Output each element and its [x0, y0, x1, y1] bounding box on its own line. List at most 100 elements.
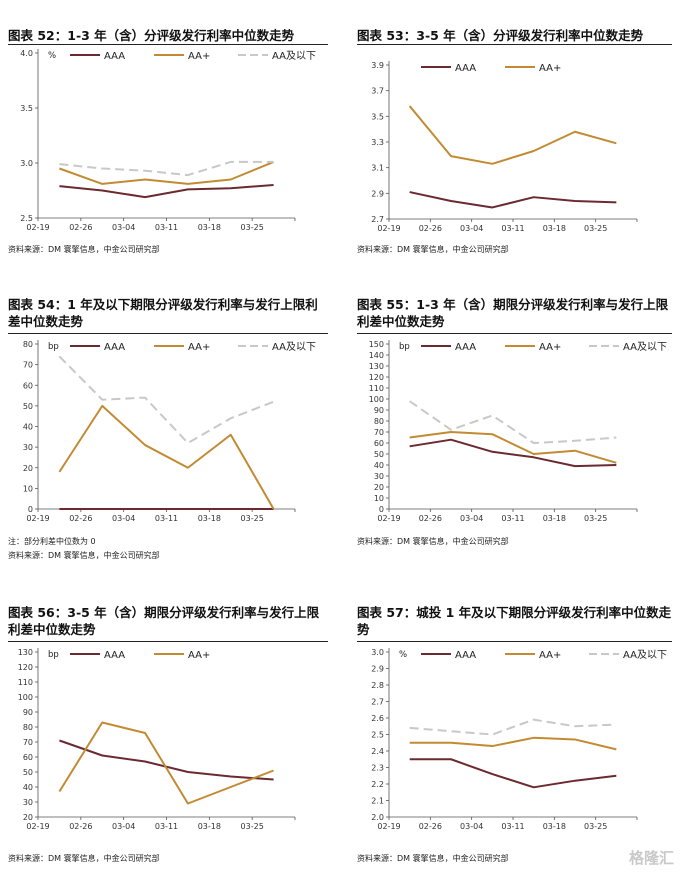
y-tick-label: 4.0 [20, 49, 33, 58]
chart-title: 图表 54：1 年及以下期限分评级发行利率与发行上限利差中位数走势 [8, 297, 318, 329]
x-tick-label: 03-04 [112, 514, 135, 523]
series-line-aaa [59, 739, 274, 781]
chart-title: 图表 55：1-3 年（含）期限分评级发行利率与发行上限利差中位数走势 [357, 297, 669, 329]
title-rule [8, 641, 328, 642]
legend-label: AA+ [188, 51, 210, 62]
legend-label: AA+ [539, 63, 561, 74]
y-tick-label: 3.3 [371, 138, 384, 147]
chart-title: 图表 56：3-5 年（含）期限分评级发行利率与发行上限利差中位数走势 [8, 605, 320, 637]
y-tick-label: 10 [374, 494, 384, 503]
y-tick-label: 150 [369, 340, 384, 349]
x-tick-label: 02-26 [69, 822, 92, 831]
legend-label: AA及以下 [623, 341, 667, 353]
x-tick-label: 03-04 [460, 224, 483, 233]
y-tick-label: 50 [23, 768, 33, 777]
y-tick-label: 3.7 [371, 87, 384, 96]
y-tick-label: 90 [374, 406, 384, 415]
y-tick-label: 70 [23, 738, 33, 747]
source-note: 资料来源：DM 寰擎信息，中金公司研究部 [357, 854, 509, 863]
chart: 20 30 40 50 60 70 80 90 100 110 120 130 02-19 02-26 03… [18, 648, 296, 831]
x-tick-label: 03-11 [155, 223, 178, 232]
title-rule [8, 44, 328, 45]
series-line-aaa [409, 191, 617, 209]
y-tick-label: 3.5 [371, 112, 384, 121]
legend-label: AA+ [539, 342, 561, 353]
y-tick-label: 3.0 [371, 648, 384, 657]
x-tick-label: 02-26 [419, 514, 442, 523]
y-tick-label: 60 [374, 439, 384, 448]
y-tick-label: 30 [374, 472, 384, 481]
series-line-aa-plus [408, 105, 617, 165]
y-tick-label: 60 [23, 753, 33, 762]
x-tick-label: 03-04 [112, 223, 135, 232]
legend-label: AAA [104, 342, 125, 353]
y-tick-label: 40 [374, 461, 384, 470]
x-tick-label: 03-25 [241, 514, 264, 523]
y-tick-label: 2.7 [371, 698, 384, 707]
y-tick-label: 2.9 [371, 665, 384, 674]
y-tick-label: 110 [369, 384, 384, 393]
y-tick-label: 2.5 [20, 214, 33, 223]
y-tick-label: 80 [23, 340, 33, 349]
legend-label: AAA [455, 63, 476, 74]
source-note: 资料来源：DM 寰擎信息，中金公司研究部 [8, 245, 160, 254]
y-tick-label: 2.4 [371, 747, 384, 756]
y-tick-label: 20 [374, 483, 384, 492]
y-tick-label: 2.5 [371, 731, 384, 740]
title-rule [357, 333, 672, 334]
y-tick-label: 0 [379, 505, 384, 514]
y-tick-label: 60 [23, 381, 33, 390]
x-tick-label: 02-19 [377, 822, 400, 831]
unit-label: % [399, 650, 407, 660]
chart: 0 10 20 30 40 50 60 70 80 02-19 02-26 03-04 03-11 03-… [23, 340, 316, 523]
y-tick-label: 140 [369, 351, 384, 360]
source-note: 资料来源：DM 寰擎信息，中金公司研究部 [8, 854, 160, 863]
y-tick-label: 120 [369, 373, 384, 382]
y-tick-label: 20 [23, 813, 33, 822]
x-tick-label: 03-25 [584, 514, 607, 523]
title-rule [357, 641, 672, 642]
x-tick-label: 02-19 [26, 223, 49, 232]
x-tick-label: 03-25 [241, 822, 264, 831]
y-tick-label: 0 [28, 505, 33, 514]
chart-footnote: 注：部分利差中位数为 0 [8, 537, 96, 546]
y-tick-label: 50 [23, 402, 33, 411]
x-tick-label: 03-18 [543, 822, 566, 831]
x-tick-label: 02-26 [419, 822, 442, 831]
y-tick-label: 110 [18, 678, 33, 687]
source-note: 资料来源：DM 寰擎信息，中金公司研究部 [357, 537, 509, 546]
x-tick-label: 03-18 [198, 514, 221, 523]
y-tick-label: 3.1 [371, 164, 384, 173]
y-tick-label: 3.9 [371, 61, 384, 70]
x-tick-label: 02-19 [377, 224, 400, 233]
y-tick-label: 130 [369, 362, 384, 371]
legend-label: AAA [104, 51, 125, 62]
series-line-aa-and-below [58, 355, 274, 444]
series-line-aa-plus [58, 721, 274, 805]
legend-label: AA+ [539, 650, 561, 661]
x-tick-label: 03-18 [543, 224, 566, 233]
legend-label: AAA [455, 650, 476, 661]
y-tick-label: 130 [18, 648, 33, 657]
x-tick-label: 02-26 [419, 224, 442, 233]
x-tick-label: 03-25 [584, 224, 607, 233]
x-tick-label: 03-25 [241, 223, 264, 232]
y-tick-label: 30 [23, 443, 33, 452]
unit-label: bp [399, 342, 410, 352]
y-tick-label: 2.1 [371, 797, 384, 806]
x-tick-label: 03-04 [112, 822, 135, 831]
title-rule [8, 333, 328, 334]
legend-label: AAA [455, 342, 476, 353]
x-tick-label: 02-19 [26, 514, 49, 523]
y-tick-label: 2.8 [371, 681, 384, 690]
legend-label: AA+ [188, 342, 210, 353]
legend-label: AA+ [188, 650, 210, 661]
y-tick-label: 20 [23, 464, 33, 473]
chart: 2.7 2.9 3.1 3.3 3.5 3.7 3.9 02-19 02-26 03-04 03-1… [371, 61, 638, 233]
series-line-aaa [409, 438, 617, 468]
source-note: 资料来源：DM 寰擎信息，中金公司研究部 [8, 551, 160, 560]
x-tick-label: 02-26 [69, 514, 92, 523]
series-line-aa-and-below [59, 160, 274, 177]
y-tick-label: 80 [23, 723, 33, 732]
series-line-aa-plus [409, 431, 617, 464]
